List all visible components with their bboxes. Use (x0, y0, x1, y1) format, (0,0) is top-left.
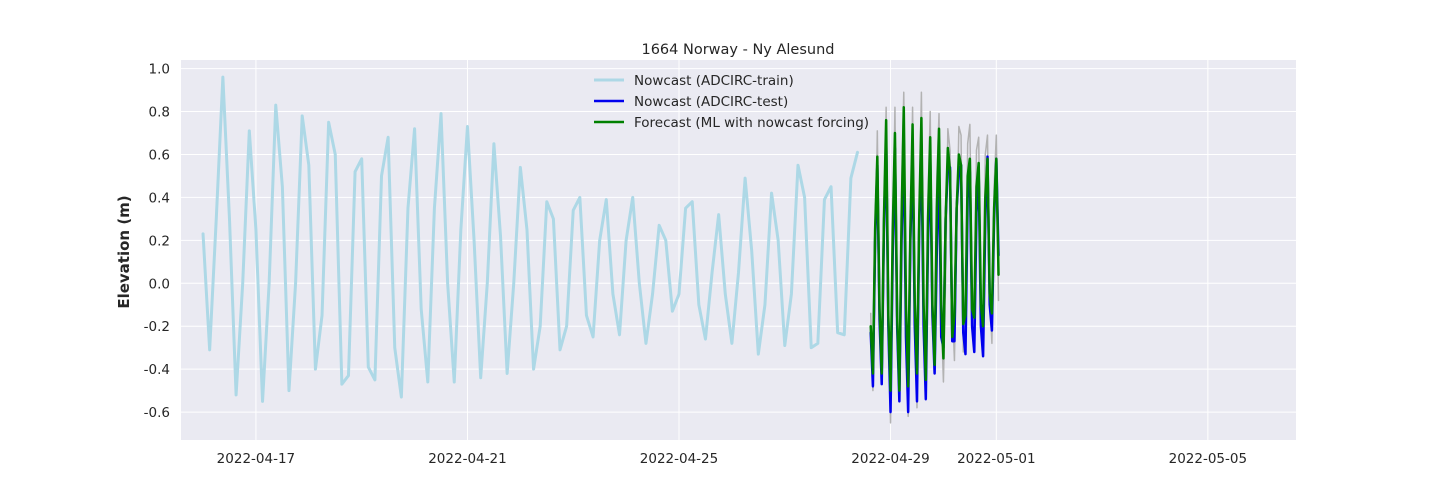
x-tick-label: 2022-04-21 (428, 451, 506, 467)
legend-label: Nowcast (ADCIRC-test) (634, 94, 788, 110)
y-tick-label: 0.8 (149, 105, 170, 121)
x-tick-label: 2022-05-01 (957, 451, 1035, 467)
legend-label: Nowcast (ADCIRC-train) (634, 73, 794, 89)
y-tick-label: 0.4 (149, 190, 170, 206)
legend-label: Forecast (ML with nowcast forcing) (634, 115, 869, 131)
plot-area (181, 60, 1296, 440)
x-tick-label: 2022-04-17 (217, 451, 295, 467)
y-axis-label: Elevation (m) (115, 195, 133, 308)
chart-title: 1664 Norway - Ny Alesund (641, 42, 834, 58)
x-axis-ticks: 2022-04-17 2022-04-21 2022-04-25 2022-04-29… (217, 451, 1247, 467)
series-line-3 (869, 105, 1000, 392)
y-tick-label: 0.2 (149, 233, 170, 249)
y-tick-label: -0.2 (144, 319, 170, 335)
series-lines (201, 75, 1000, 424)
y-tick-label: 0.6 (149, 147, 170, 163)
series-line-0 (201, 75, 859, 403)
y-tick-label: 1.0 (149, 62, 170, 78)
y-tick-label: -0.6 (144, 405, 170, 421)
y-axis-ticks: -0.6 -0.4 -0.2 0.0 0.2 0.4 0.6 0.8 1.0 (144, 62, 170, 422)
x-tick-label: 2022-04-29 (851, 451, 929, 467)
x-tick-label: 2022-04-25 (640, 451, 718, 467)
y-tick-label: -0.4 (144, 362, 170, 378)
y-tick-label: 0.0 (149, 276, 170, 292)
legend: Nowcast (ADCIRC-train) Nowcast (ADCIRC-te… (594, 73, 869, 131)
x-tick-label: 2022-05-05 (1169, 451, 1247, 467)
